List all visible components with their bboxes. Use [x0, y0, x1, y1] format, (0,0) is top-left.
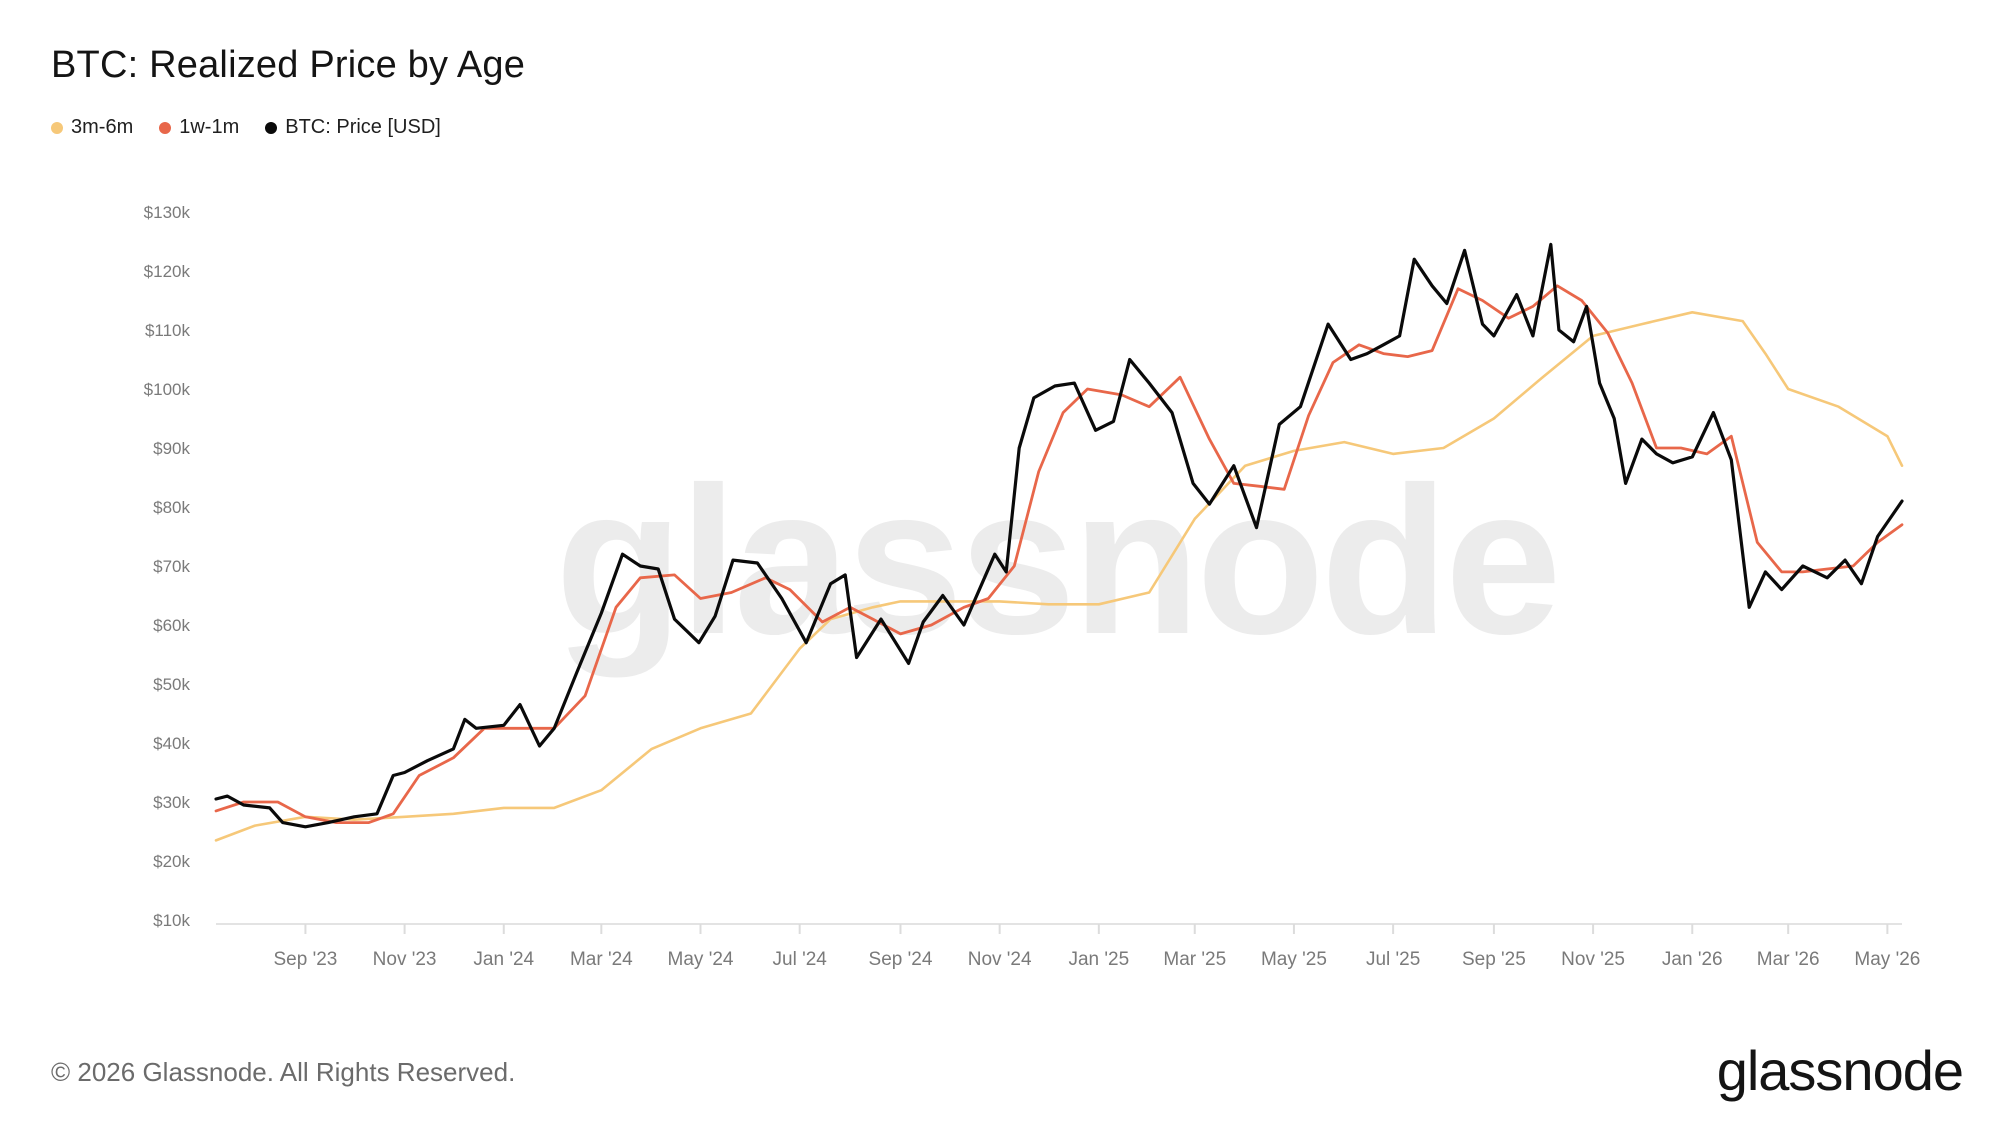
x-tick-label: Sep '25 — [1462, 949, 1526, 970]
x-tick-label: May '26 — [1854, 949, 1920, 970]
series-line-1w-1m — [214, 284, 1904, 824]
y-tick-label: $40k — [153, 734, 190, 753]
legend-dot-icon — [159, 121, 172, 134]
x-tick-label: May '25 — [1261, 949, 1327, 970]
copyright-text: © 2026 Glassnode. All Rights Reserved. — [51, 1057, 516, 1087]
x-tick-label: Sep '23 — [273, 949, 337, 970]
legend-item[interactable]: 1w-1m — [159, 116, 239, 139]
y-tick-label: $10k — [153, 911, 190, 930]
legend-label: 3m-6m — [71, 116, 134, 138]
y-tick-label: $90k — [153, 439, 190, 458]
legend-dot-icon — [51, 121, 63, 134]
chart-title: BTC: Realized Price by Age — [51, 44, 526, 86]
y-tick-label: $60k — [153, 616, 190, 635]
x-tick-label: Nov '25 — [1561, 949, 1625, 970]
x-tick-label: Jul '25 — [1366, 949, 1420, 970]
legend-label: 1w-1m — [179, 116, 240, 138]
y-tick-label: $70k — [153, 557, 190, 576]
y-tick-label: $30k — [153, 793, 190, 812]
legend-dot-icon — [265, 121, 278, 134]
line-chart: $10k $20k $30k $40k $50k $60k $70k $80k $90k $100… — [144, 203, 1921, 970]
y-tick-label: $20k — [153, 852, 190, 871]
y-tick-label: $110k — [145, 321, 191, 340]
x-tick-label: Mar '24 — [570, 949, 633, 970]
x-tick-label: Jan '24 — [473, 949, 534, 970]
x-tick-label: Mar '26 — [1757, 949, 1820, 970]
legend-item[interactable]: BTC: Price [USD] — [265, 116, 441, 139]
chart-legend: 3m-6m 1w-1m BTC: Price [USD] — [51, 116, 441, 139]
x-tick-label: Nov '24 — [968, 949, 1032, 970]
series-line-3m-6m — [214, 310, 1904, 842]
watermark: glassnode — [555, 443, 1562, 678]
x-tick-label: Nov '23 — [373, 949, 437, 970]
y-tick-label: $120k — [144, 262, 191, 281]
x-tick-label: Jul '24 — [773, 949, 828, 970]
brand-logo: glassnode — [1716, 1039, 1964, 1102]
y-tick-label: $100k — [144, 380, 191, 399]
x-tick-label: Mar '25 — [1163, 949, 1226, 970]
x-tick-label: Sep '24 — [869, 949, 933, 970]
y-tick-label: $50k — [153, 675, 190, 694]
legend-item[interactable]: 3m-6m — [51, 116, 133, 139]
x-tick-label: Jan '25 — [1068, 949, 1129, 970]
x-tick-label: Jan '26 — [1662, 949, 1723, 970]
y-tick-label: $130k — [144, 203, 191, 222]
legend-label: BTC: Price [USD] — [285, 116, 441, 138]
series-line-btc-price-usd — [214, 242, 1904, 829]
x-tick-label: May '24 — [668, 949, 734, 970]
y-tick-label: $80k — [153, 498, 190, 517]
